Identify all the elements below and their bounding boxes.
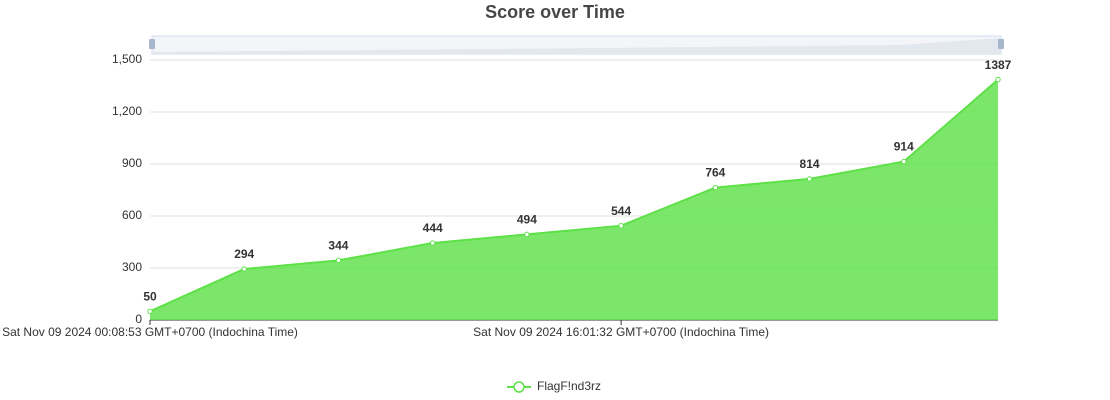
- y-tick-label: 1,500: [112, 52, 142, 66]
- y-tick-label: 600: [122, 208, 142, 222]
- y-tick-label: 900: [122, 156, 142, 170]
- data-label: 914: [894, 140, 914, 154]
- y-tick-label: 1,200: [112, 104, 142, 118]
- point: [335, 257, 342, 264]
- data-label: 50: [143, 290, 157, 304]
- legend-label: FlagF!nd3rz: [537, 379, 601, 393]
- point: [241, 266, 247, 272]
- point: [429, 240, 436, 246]
- area: [150, 79, 998, 320]
- y-tick-label: 0: [135, 312, 142, 326]
- chart-title: Score over Time: [485, 2, 625, 22]
- line: [149, 78, 999, 313]
- y-tick-label: 300: [122, 260, 142, 274]
- point: [147, 308, 153, 315]
- x-tick-label: Sat Nov 09 2024 00:08:53 GMT+0700 (Indoc…: [2, 325, 298, 339]
- data-label: 544: [611, 204, 631, 218]
- legend[interactable]: FlagF!nd3rz: [507, 379, 601, 393]
- data-label: 1387: [985, 58, 1012, 72]
- data-label: 764: [705, 166, 725, 180]
- zoom-preview: [152, 38, 1001, 54]
- data-label: 494: [517, 213, 537, 227]
- data-label: 814: [800, 157, 820, 171]
- point: [995, 76, 1001, 83]
- legend-marker: [513, 381, 525, 393]
- zoom-handle[interactable]: [149, 39, 155, 49]
- point: [618, 223, 624, 229]
- point: [524, 231, 530, 238]
- point: [806, 176, 813, 182]
- data-label: 294: [234, 247, 254, 261]
- point: [901, 158, 907, 165]
- data-zoom-slider[interactable]: [149, 35, 1004, 55]
- zoom-handle[interactable]: [998, 39, 1004, 49]
- point: [712, 184, 719, 191]
- x-tick-label: Sat Nov 09 2024 16:01:32 GMT+0700 (Indoc…: [473, 325, 769, 339]
- data-label: 444: [423, 221, 443, 235]
- data-label: 344: [328, 239, 348, 253]
